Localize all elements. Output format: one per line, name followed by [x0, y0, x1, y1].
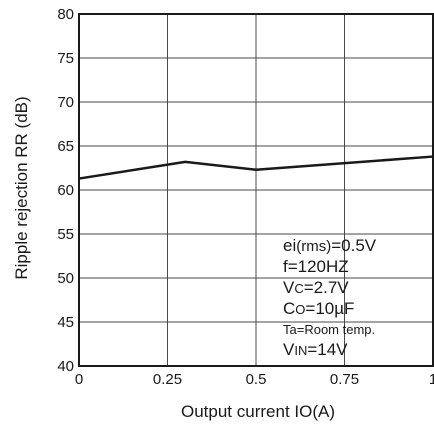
data-series	[78, 155, 434, 180]
x-tick-labels: 0 0.25 0.5 0.75 1	[75, 371, 434, 388]
y-tick-label: 65	[57, 138, 74, 155]
x-tick-label: 0.5	[246, 371, 267, 388]
x-tick-label: 1	[429, 371, 434, 388]
series-line	[78, 155, 434, 180]
y-tick-label: 70	[57, 94, 74, 111]
plot-frame	[78, 13, 434, 367]
condition-line: CO=10µF	[283, 299, 354, 318]
y-tick-label: 45	[57, 314, 74, 331]
condition-line: VC=2.7V	[283, 278, 349, 297]
x-tick-label: 0.75	[330, 371, 359, 388]
x-tick-label: 0	[75, 371, 83, 388]
y-axis-label: Ripple rejection RR (dB)	[12, 96, 31, 279]
grid-lines	[79, 14, 433, 366]
y-tick-label: 60	[57, 182, 74, 199]
y-tick-label: 80	[57, 6, 74, 23]
x-tick-label: 0.25	[153, 371, 182, 388]
y-tick-label: 50	[57, 270, 74, 287]
y-tick-label: 40	[57, 358, 74, 375]
y-tick-label: 75	[57, 50, 74, 67]
condition-line: Ta=Room temp.	[283, 322, 375, 337]
x-axis-label: Output current IO(A)	[181, 402, 335, 421]
condition-line: ei(rms)=0.5V	[283, 236, 377, 255]
y-tick-label: 55	[57, 226, 74, 243]
condition-line: f=120HZ	[283, 257, 349, 276]
condition-line: VIN=14V	[283, 340, 348, 359]
conditions-annotation: ei(rms)=0.5V f=120HZ VC=2.7V CO=10µF Ta=Room…	[283, 236, 377, 359]
y-tick-labels: 40 45 50 55 60 65 70 75 80	[57, 6, 74, 375]
